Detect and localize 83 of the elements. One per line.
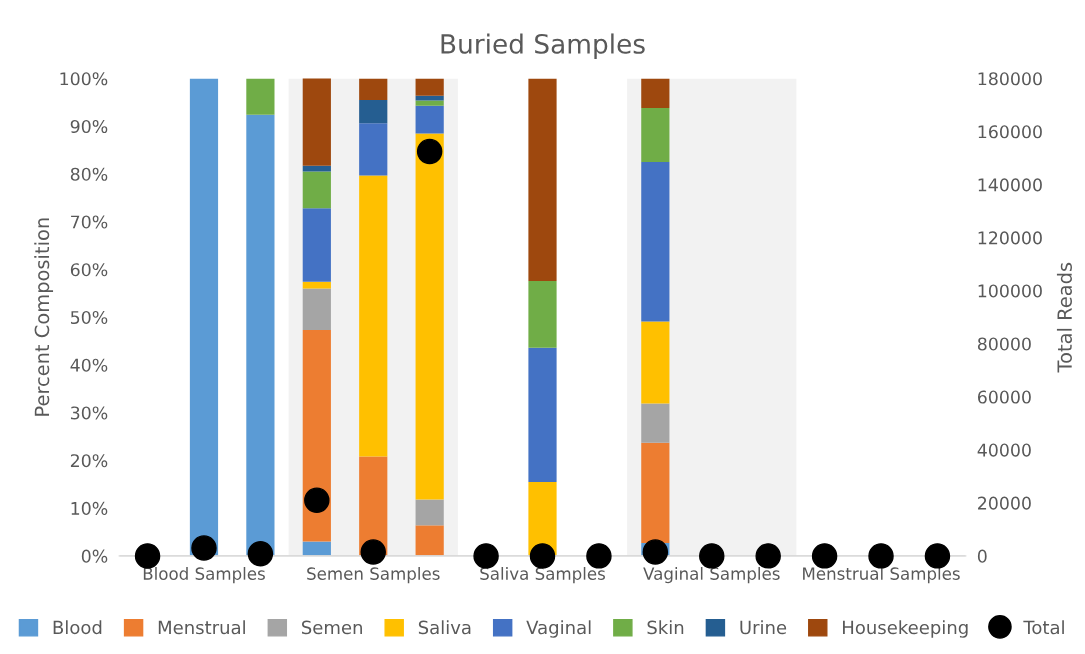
bar xyxy=(302,330,331,542)
bar xyxy=(415,525,444,556)
legend-label: Semen xyxy=(301,620,362,635)
bar xyxy=(641,321,670,404)
point xyxy=(924,543,951,569)
bar xyxy=(302,281,331,289)
point xyxy=(134,543,161,569)
y-tick-label: 70% xyxy=(71,215,108,229)
y-tick-label: 10% xyxy=(71,501,108,515)
bar xyxy=(246,78,275,115)
bar xyxy=(246,114,275,556)
y-tick-label: 30% xyxy=(70,406,108,420)
legend-label: Blood xyxy=(53,620,102,635)
bar xyxy=(359,123,388,176)
y-tick-label: 80% xyxy=(70,167,108,181)
bar xyxy=(302,208,331,282)
x-tick-label: Blood Samples xyxy=(143,567,265,584)
y-axis-title: Percent Composition xyxy=(34,218,54,416)
point xyxy=(416,138,443,165)
point xyxy=(360,539,386,565)
y2-tick-label: 0 xyxy=(977,549,987,563)
y2-axis-title: Total Reads xyxy=(1056,262,1072,373)
point xyxy=(755,543,781,569)
y2-tick-label: 80000 xyxy=(977,337,1031,351)
y-tick-label: 60% xyxy=(70,263,108,277)
y2-tick-label: 20000 xyxy=(978,496,1031,510)
y2-tick-label: 40000 xyxy=(977,443,1031,457)
y-tick-label: 100% xyxy=(60,72,108,86)
point xyxy=(586,543,612,569)
bar xyxy=(359,78,388,100)
y-tick-label: 0% xyxy=(81,549,108,563)
point xyxy=(529,543,556,569)
bar xyxy=(641,162,670,322)
y-tick-label: 50% xyxy=(70,310,108,325)
point xyxy=(868,543,894,569)
bar xyxy=(359,99,388,124)
legend-label: Menstrual xyxy=(158,620,245,635)
bar xyxy=(359,175,388,457)
chart-title: Buried Samples xyxy=(441,33,645,59)
bar xyxy=(641,442,670,544)
legend-label: Housekeeping xyxy=(843,620,968,638)
point xyxy=(699,543,725,569)
y2-tick-label: 120000 xyxy=(978,231,1042,245)
legend-label: Saliva xyxy=(418,620,471,635)
bar xyxy=(528,347,557,482)
point xyxy=(247,541,274,567)
y2-tick-label: 180000 xyxy=(978,72,1042,86)
bar xyxy=(302,171,331,209)
x-tick-label: Saliva Samples xyxy=(480,567,605,584)
point xyxy=(642,539,669,565)
bar xyxy=(302,541,331,556)
legend-label: Vaginal xyxy=(526,620,591,638)
bar xyxy=(415,78,444,96)
bar xyxy=(641,78,670,109)
bar xyxy=(415,499,444,526)
legend-label: Skin xyxy=(647,620,684,635)
bar xyxy=(528,78,557,281)
bar xyxy=(415,105,444,134)
x-tick-label: Vaginal Samples xyxy=(643,567,780,584)
bar xyxy=(641,108,670,163)
y2-tick-label: 160000 xyxy=(978,125,1042,139)
bar xyxy=(189,78,219,556)
y2-tick-label: 100000 xyxy=(978,284,1042,298)
point xyxy=(473,543,499,569)
x-tick-label: Menstrual Samples xyxy=(803,567,960,584)
point xyxy=(304,487,330,513)
y2-tick-label: 140000 xyxy=(978,178,1042,192)
y-tick-label: 40% xyxy=(70,358,108,372)
x-tick-label: Semen Samples xyxy=(307,567,440,584)
y2-tick-label: 60000 xyxy=(977,390,1031,404)
bar xyxy=(302,165,331,172)
point xyxy=(191,535,217,561)
bar xyxy=(302,288,331,331)
legend-label: Urine xyxy=(740,620,787,635)
point xyxy=(811,543,838,569)
bar xyxy=(415,100,444,106)
legend-label: Total xyxy=(1023,620,1064,635)
y-tick-label: 20% xyxy=(70,454,108,468)
y-tick-label: 90% xyxy=(70,119,108,134)
bar xyxy=(302,78,331,166)
bar xyxy=(641,403,670,443)
bar xyxy=(415,133,444,500)
bar xyxy=(528,280,557,348)
